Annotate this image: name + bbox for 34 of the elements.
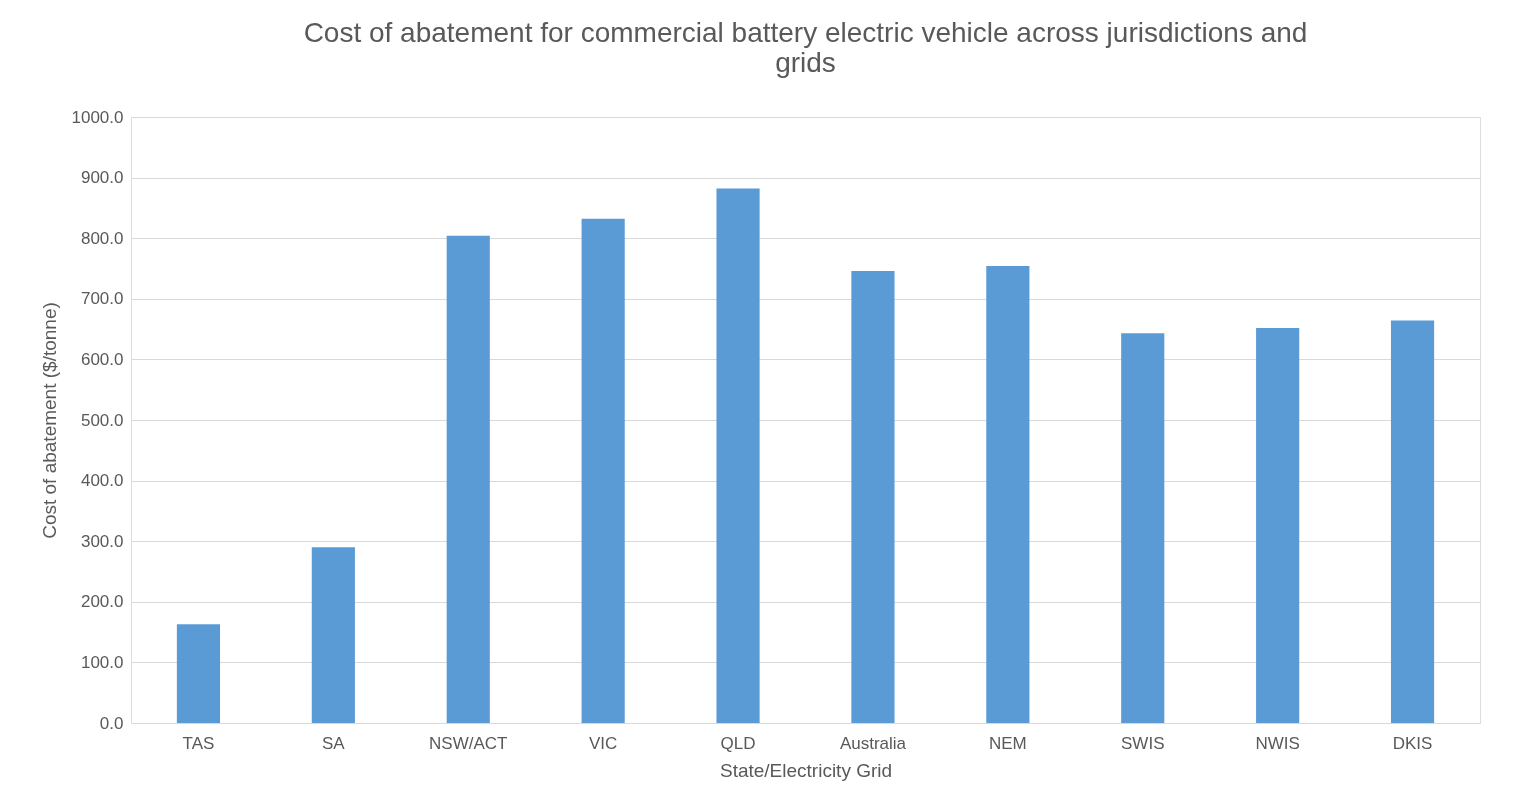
y-tick-label: 800.0: [80, 228, 124, 248]
x-tick-label: VIC: [588, 733, 618, 753]
x-tick-label: NSW/ACT: [429, 733, 508, 753]
bar: [1256, 327, 1300, 723]
y-tick-label: 500.0: [80, 410, 124, 430]
y-tick-label: 400.0: [80, 471, 124, 491]
x-tick-label: DKIS: [1392, 733, 1433, 753]
bar: [446, 235, 490, 723]
bar: [176, 624, 221, 723]
y-tick-label: 600.0: [80, 349, 124, 369]
y-tick-label: 700.0: [80, 289, 124, 309]
bar: [716, 188, 760, 723]
bar: [1390, 320, 1435, 723]
x-tick-label: NEM: [988, 733, 1027, 753]
y-tick-label: 0.0: [99, 713, 124, 733]
y-tick-label: 300.0: [80, 531, 124, 551]
x-axis-title: State/Electricity Grid: [719, 759, 893, 781]
x-tick-label: SA: [322, 733, 346, 753]
y-tick-label: 900.0: [80, 168, 124, 188]
y-axis-title: Cost of abatement ($/tonne): [38, 302, 60, 539]
x-tick-label: TAS: [182, 733, 215, 753]
bar: [581, 218, 625, 723]
y-tick-label: 1000.0: [71, 107, 124, 127]
bar: [851, 270, 895, 723]
bar: [311, 547, 355, 723]
y-tick-label: 200.0: [80, 592, 124, 612]
chart-title: Cost of abatement for commercial battery electric vehicle across jurisdictions and grids: [303, 17, 1308, 78]
x-tick-label: SWIS: [1121, 733, 1165, 753]
x-tick-label: Australia: [839, 733, 907, 753]
x-tick-label: QLD: [720, 733, 756, 753]
x-tick-label: NWIS: [1255, 733, 1300, 753]
y-tick-label: 100.0: [80, 652, 124, 672]
bar: [986, 266, 1030, 723]
bar: [1121, 333, 1165, 723]
